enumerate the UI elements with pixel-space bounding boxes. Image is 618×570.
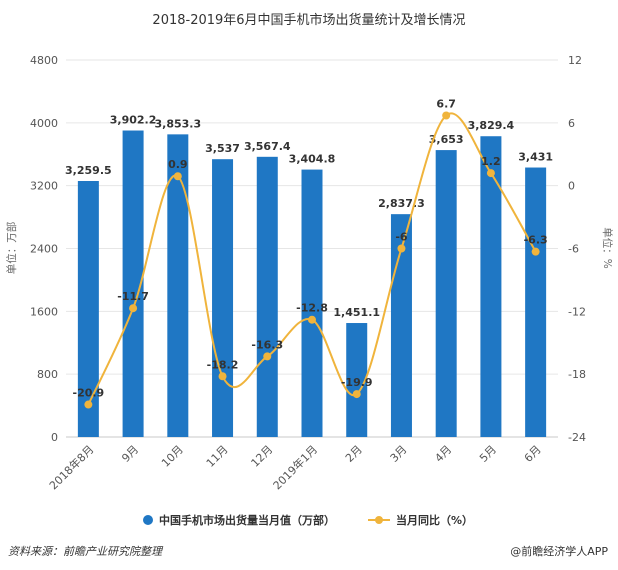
y-tick-label: 4000	[30, 117, 58, 130]
legend-bar-label: 中国手机市场出货量当月值（万部）	[159, 513, 335, 527]
x-tick-label: 2月	[343, 443, 365, 465]
line-data-label: -16.3	[251, 338, 283, 351]
bar-data-label: 3,853.3	[154, 117, 201, 130]
y2-tick-label: -12	[568, 305, 586, 318]
bar	[346, 323, 368, 437]
y-tick-label: 1600	[30, 305, 58, 318]
y-tick-label: 3200	[30, 180, 58, 193]
bar	[301, 169, 323, 437]
line-point	[486, 169, 495, 178]
y2-tick-label: -6	[568, 243, 579, 256]
legend-line-dot	[375, 516, 383, 524]
line-data-label: 0.9	[168, 158, 188, 171]
bar-data-label: 3,537	[205, 142, 240, 155]
line-data-label: -20.9	[73, 387, 105, 400]
source-note: 资料来源：前瞻产业研究院整理	[8, 545, 162, 558]
bar	[77, 180, 99, 437]
right-axis: -24 -18 -12 -6 0 6 12	[568, 54, 586, 444]
line-data-label: -12.8	[296, 302, 328, 315]
line-data-label: 1.2	[481, 155, 501, 168]
line-point	[84, 400, 93, 409]
x-tick-label: 2019年1月	[270, 442, 320, 492]
y-tick-label: 0	[51, 431, 58, 444]
bar-data-label: 3,829.4	[468, 119, 515, 132]
line-point	[173, 172, 182, 181]
legend-line-label: 当月同比（%）	[396, 513, 473, 527]
line-data-label: -11.7	[117, 290, 149, 303]
line-data-label: -6.3	[524, 234, 548, 247]
bar-data-label: 3,567.4	[244, 140, 291, 153]
credit-note: @前瞻经济学人APP	[510, 545, 608, 558]
y2-tick-label: 12	[568, 54, 582, 67]
bar-data-label: 3,653	[429, 133, 464, 146]
bar	[212, 159, 234, 437]
bar	[525, 167, 547, 437]
bar	[167, 134, 189, 437]
y2-tick-label: -18	[568, 368, 586, 381]
line-point	[352, 390, 361, 399]
line-data-label: 6.7	[436, 98, 456, 111]
y-axis-label: 单位：万部	[5, 222, 18, 275]
y2-tick-label: 6	[568, 117, 575, 130]
x-tick-label: 12月	[249, 443, 276, 470]
bar-data-label: 3,902.2	[110, 114, 157, 127]
line-point	[129, 304, 138, 313]
y-tick-label: 800	[37, 368, 58, 381]
bar-series: 3,259.5 3,902.23,853.3 3,537 3,567.43,404.8…	[65, 114, 553, 438]
line-data-label: -6	[395, 231, 408, 244]
x-tick-label: 10月	[159, 443, 186, 470]
bar-data-label: 3,259.5	[65, 164, 112, 177]
y2-tick-label: 0	[568, 180, 575, 193]
bar-data-label: 2,837.3	[378, 197, 425, 210]
line-point	[397, 244, 406, 253]
line-point	[308, 315, 316, 324]
bar	[122, 130, 144, 437]
x-tick-label: 6月	[522, 443, 544, 465]
x-tick-label: 2018年8月	[46, 442, 96, 492]
x-tick-label: 5月	[477, 443, 499, 465]
bar	[256, 156, 278, 437]
bar-data-label: 3,404.8	[289, 153, 336, 166]
line-point	[218, 372, 227, 381]
legend: 中国手机市场出货量当月值（万部） 当月同比（%）	[143, 513, 473, 527]
bar-data-label: 3,431	[518, 151, 553, 164]
line-point	[442, 111, 451, 120]
y2-axis-label: 单位：%	[601, 227, 614, 268]
line-point	[263, 352, 272, 361]
y-tick-label: 2400	[30, 243, 58, 256]
legend-bar-marker	[143, 515, 153, 525]
x-tick-label: 4月	[432, 443, 454, 465]
chart-title: 2018-2019年6月中国手机市场出货量统计及增长情况	[152, 12, 465, 28]
x-tick-label: 11月	[204, 443, 231, 470]
bar	[480, 136, 502, 437]
x-tick-label: 9月	[119, 443, 141, 465]
line-series: -20.9 -11.7 0.9 -18.2 -16.3 -12.8 -19.9 -6 6.7 1.…	[73, 98, 548, 409]
x-tick-label: 3月	[388, 443, 410, 465]
y-tick-label: 4800	[30, 54, 58, 67]
line-data-label: -19.9	[341, 376, 373, 389]
bar	[435, 150, 457, 438]
line-data-label: -18.2	[207, 358, 239, 371]
left-axis: 0 800 1600 2400 3200 4000 4800	[30, 54, 58, 444]
y2-tick-label: -24	[568, 431, 586, 444]
line-point	[531, 247, 540, 256]
bar-data-label: 1,451.1	[333, 306, 380, 319]
